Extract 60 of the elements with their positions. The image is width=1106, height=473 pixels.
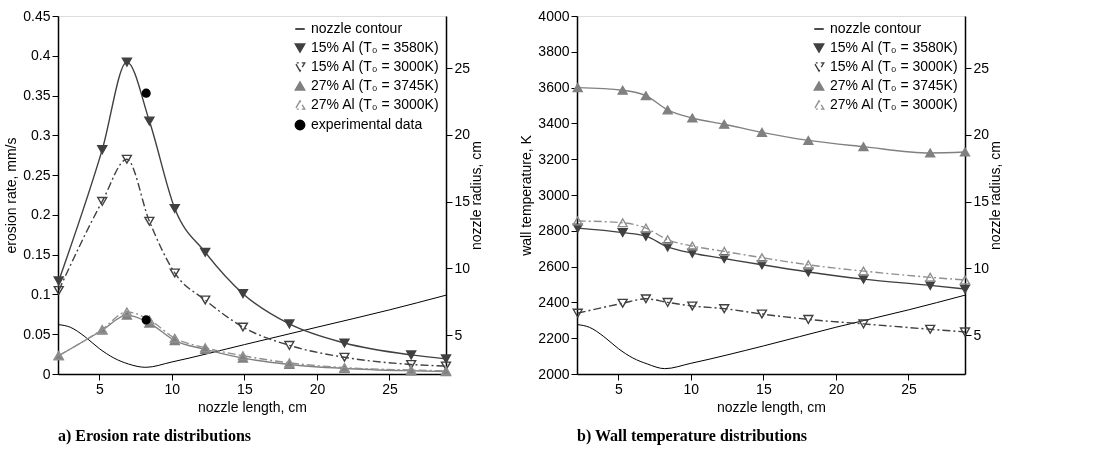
legend-label: 15% Al (T₀ = 3000K)	[311, 58, 439, 74]
legend-label: experimental data	[311, 116, 423, 132]
y-tick-label: 0.3	[31, 126, 51, 143]
x-axis-title: nozzle length, cm	[717, 398, 826, 415]
y-tick-label: 4000	[538, 7, 570, 24]
legend-label: 27% Al (T₀ = 3745K)	[311, 77, 439, 93]
y2-tick-label: 15	[973, 193, 990, 210]
x-tick-label: 25	[382, 380, 398, 397]
x-axis-title: nozzle length, cm	[198, 398, 307, 415]
y-tick-label: 0.15	[23, 246, 51, 263]
y-tick-label: 2800	[538, 222, 570, 239]
y2-tick-label: 20	[973, 126, 990, 143]
y-tick-label: 0.1	[31, 285, 51, 302]
y-tick-label: 3000	[538, 186, 570, 203]
y-tick-label: 3400	[538, 114, 570, 131]
x-tick-label: 5	[95, 380, 104, 397]
y-tick-label: 0.05	[23, 325, 51, 342]
y2-tick-label: 5	[454, 326, 463, 343]
y2-tick-label: 25	[454, 59, 471, 76]
x-tick-label: 5	[614, 380, 623, 397]
y2-tick-label: 25	[973, 59, 990, 76]
x-tick-label: 20	[828, 380, 845, 397]
legend-label: 27% Al (T₀ = 3000K)	[311, 96, 439, 112]
y-axis-title: erosion rate, mm/s	[3, 137, 20, 254]
legend-label: 27% Al (T₀ = 3000K)	[830, 96, 958, 112]
y-tick-label: 0.2	[31, 206, 51, 223]
y-tick-label: 0.25	[23, 166, 51, 183]
x-tick-label: 15	[237, 380, 253, 397]
y-tick-label: 0.4	[31, 47, 51, 64]
y-tick-label: 3800	[538, 43, 570, 60]
y-tick-label: 3200	[538, 150, 570, 167]
y-tick-label: 2600	[538, 258, 570, 275]
legend-label: 27% Al (T₀ = 3745K)	[830, 77, 958, 93]
legend-label: nozzle contour	[830, 20, 922, 36]
y-tick-label: 0	[42, 365, 51, 382]
y-tick-label: 3600	[538, 79, 570, 96]
y-tick-label: 2200	[538, 329, 570, 346]
y2-tick-label: 20	[454, 126, 471, 143]
legend-label: 15% Al (T₀ = 3580K)	[830, 39, 958, 55]
y2-axis-title: nozzle radius, cm	[987, 141, 1004, 250]
y-tick-label: 2400	[538, 293, 570, 310]
y2-tick-label: 10	[454, 259, 471, 276]
y2-tick-label: 10	[973, 259, 990, 276]
y-axis-title: wall temperature, K	[518, 134, 535, 257]
y-tick-label: 2000	[538, 365, 570, 382]
x-tick-label: 25	[901, 380, 917, 397]
y-tick-label: 0.35	[23, 87, 51, 104]
x-tick-label: 10	[164, 380, 181, 397]
legend-label: 15% Al (T₀ = 3580K)	[311, 39, 439, 55]
y2-tick-label: 5	[973, 326, 982, 343]
y-tick-label: 0.45	[23, 7, 51, 24]
x-tick-label: 20	[309, 380, 326, 397]
legend-label: nozzle contour	[311, 20, 403, 36]
y2-tick-label: 15	[454, 193, 471, 210]
legend-label: 15% Al (T₀ = 3000K)	[830, 58, 958, 74]
x-tick-label: 10	[683, 380, 700, 397]
text: a) Erosion rate distributions	[58, 427, 252, 445]
text: b) Wall temperature distributions	[577, 427, 808, 445]
x-tick-label: 15	[756, 380, 772, 397]
y2-axis-title: nozzle radius, cm	[468, 141, 485, 250]
